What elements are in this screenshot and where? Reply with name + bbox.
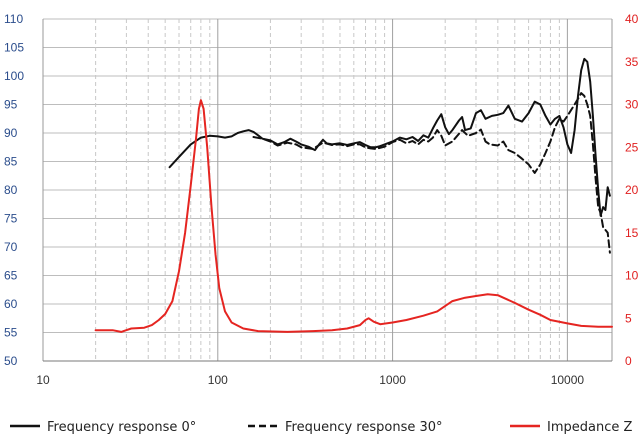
y-right-tick-label: 25	[625, 140, 639, 154]
tick-labels: 50 55 60 65 70 75 80 85 90 95 100 105 110 0 5 10 15 20 25 3…	[4, 12, 639, 387]
x-tick-label: 100	[208, 373, 228, 387]
y-right-tick-label: 5	[625, 311, 632, 325]
x-tick-label: 10000	[551, 373, 585, 387]
y-left-tick-label: 90	[4, 126, 18, 140]
y-left-tick-label: 85	[4, 155, 18, 169]
series-lines	[94, 57, 613, 333]
y-right-tick-label: 15	[625, 226, 639, 240]
y-right-tick-label: 20	[625, 183, 639, 197]
y-left-tick-label: 80	[4, 183, 18, 197]
legend-label: Impedance Z	[547, 420, 632, 435]
y-left-tick-label: 60	[4, 297, 18, 311]
y-right-tick-label: 0	[625, 354, 632, 368]
series-line-frequency-response-30-	[252, 92, 611, 254]
y-left-tick-label: 55	[4, 326, 18, 340]
y-right-tick-label: 30	[625, 98, 639, 112]
y-left-tick-label: 100	[4, 69, 24, 83]
y-right-tick-label: 10	[625, 269, 639, 283]
legend: Frequency response 0° Frequency response …	[10, 420, 632, 435]
series-line-impedance-z	[94, 99, 613, 333]
series-line-frequency-response-0-	[168, 57, 611, 217]
y-left-tick-label: 70	[4, 240, 18, 254]
x-tick-label: 10	[36, 373, 50, 387]
y-right-tick-label: 35	[625, 55, 639, 69]
y-left-tick-label: 105	[4, 41, 24, 55]
axes	[42, 19, 613, 362]
y-right-tick-label: 40	[625, 12, 639, 26]
y-left-tick-label: 95	[4, 98, 18, 112]
y-left-tick-label: 50	[4, 354, 18, 368]
legend-label: Frequency response 30°	[285, 420, 443, 435]
y-left-tick-label: 65	[4, 269, 18, 283]
y-left-tick-label: 110	[4, 12, 23, 26]
y-left-tick-label: 75	[4, 212, 18, 226]
grid	[42, 18, 612, 362]
legend-label: Frequency response 0°	[47, 420, 196, 435]
x-tick-label: 1000	[379, 373, 406, 387]
